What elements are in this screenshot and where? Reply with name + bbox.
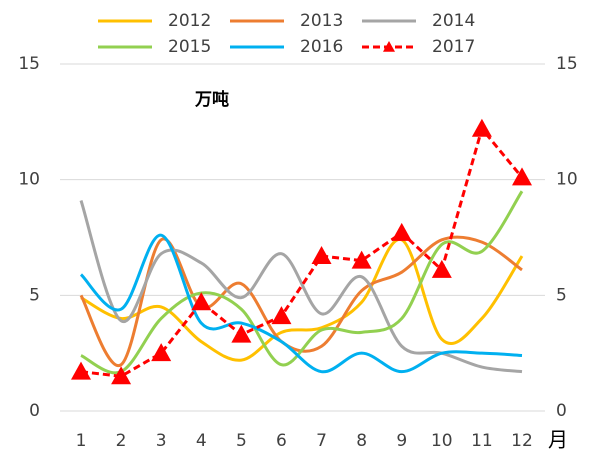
data-marker: [231, 324, 252, 343]
x-tick-label: 3: [156, 431, 167, 451]
data-marker: [111, 366, 132, 385]
y-tick-label: 15: [18, 54, 40, 74]
data-marker: [311, 246, 332, 265]
x-tick-label: 2: [116, 431, 127, 451]
series-line: [80, 190, 524, 375]
y2-tick-label: 10: [556, 170, 578, 190]
x-tick-label: 12: [511, 431, 533, 451]
data-marker: [431, 259, 452, 278]
x-tick-label: 5: [236, 431, 247, 451]
series-line: [80, 238, 524, 362]
y-tick-label: 5: [29, 285, 40, 305]
series-line: [79, 233, 523, 374]
x-tick-label: 1: [76, 431, 87, 451]
data-marker: [151, 343, 172, 362]
data-marker: [512, 167, 532, 186]
data-marker: [351, 250, 372, 269]
legend-label: 2014: [432, 11, 475, 31]
y2-tick-label: 5: [556, 285, 567, 305]
x-tick-label: 9: [396, 431, 407, 451]
x-tick-label: 4: [196, 431, 207, 451]
x-tick-label: 7: [316, 431, 327, 451]
legend-label: 2017: [432, 37, 475, 57]
legend-label: 2013: [300, 11, 343, 31]
legend-label: 2015: [168, 37, 211, 57]
legend-label: 2016: [300, 37, 343, 57]
x-tick-label: 10: [431, 431, 453, 451]
x-tick-label: 8: [356, 431, 367, 451]
y2-tick-label: 0: [556, 401, 567, 421]
x-tick-label: 6: [276, 431, 287, 451]
y-tick-label: 10: [18, 170, 40, 190]
series-line: [79, 200, 523, 374]
legend-label: 2012: [168, 11, 211, 31]
y2-tick-label: 15: [556, 54, 578, 74]
unit-annotation: 万吨: [194, 89, 229, 110]
y-tick-label: 0: [29, 401, 40, 421]
data-marker: [271, 306, 292, 325]
x-axis-label: 月: [548, 428, 568, 452]
data-marker: [71, 361, 91, 380]
legend-marker: [383, 41, 395, 52]
data-marker: [391, 222, 412, 241]
data-marker: [471, 118, 492, 137]
x-tick-label: 11: [471, 431, 493, 451]
data-marker: [191, 292, 212, 311]
